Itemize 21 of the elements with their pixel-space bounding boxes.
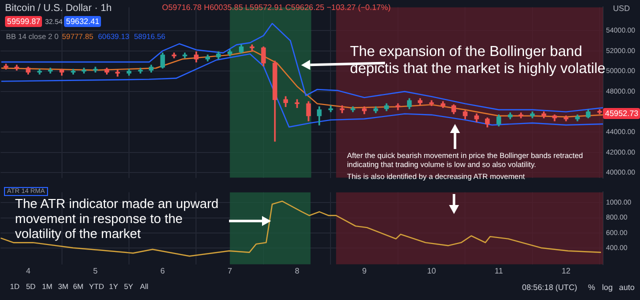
text: %	[588, 283, 596, 292]
x-tick-label: 8	[294, 266, 300, 276]
annotation: The ATR indicator made an upward movement in response to the volatility of the market	[15, 196, 220, 242]
x-tick-label: 12	[562, 266, 572, 276]
annotation: O59716.78 H60035.85 L59572.91 C59626.25 −103.27 (−0.17%)	[162, 3, 391, 12]
annotation: 59632.41	[64, 16, 102, 28]
annotation: The expansion of the Bollinger band depictis that the market is highly volatile	[350, 44, 606, 77]
chart-title: Bitcoin / U.S. Dollar · 1h	[5, 3, 112, 14]
x-tick-label: 6	[160, 266, 166, 276]
text: USD	[613, 4, 630, 14]
x-tick-label: 7	[228, 266, 233, 276]
text: log	[602, 283, 613, 292]
text: 45952.73	[603, 108, 640, 120]
annotation: 59599.87	[5, 16, 42, 28]
x-tick-label: 5	[93, 266, 98, 276]
x-tick-label: 4	[26, 266, 31, 276]
text: 08:56:18 (UTC)	[522, 283, 578, 292]
text: auto	[619, 283, 635, 292]
x-tick-label: 9	[362, 266, 368, 276]
x-tick-label: 11	[494, 266, 504, 276]
x-tick-label: 10	[427, 266, 437, 276]
